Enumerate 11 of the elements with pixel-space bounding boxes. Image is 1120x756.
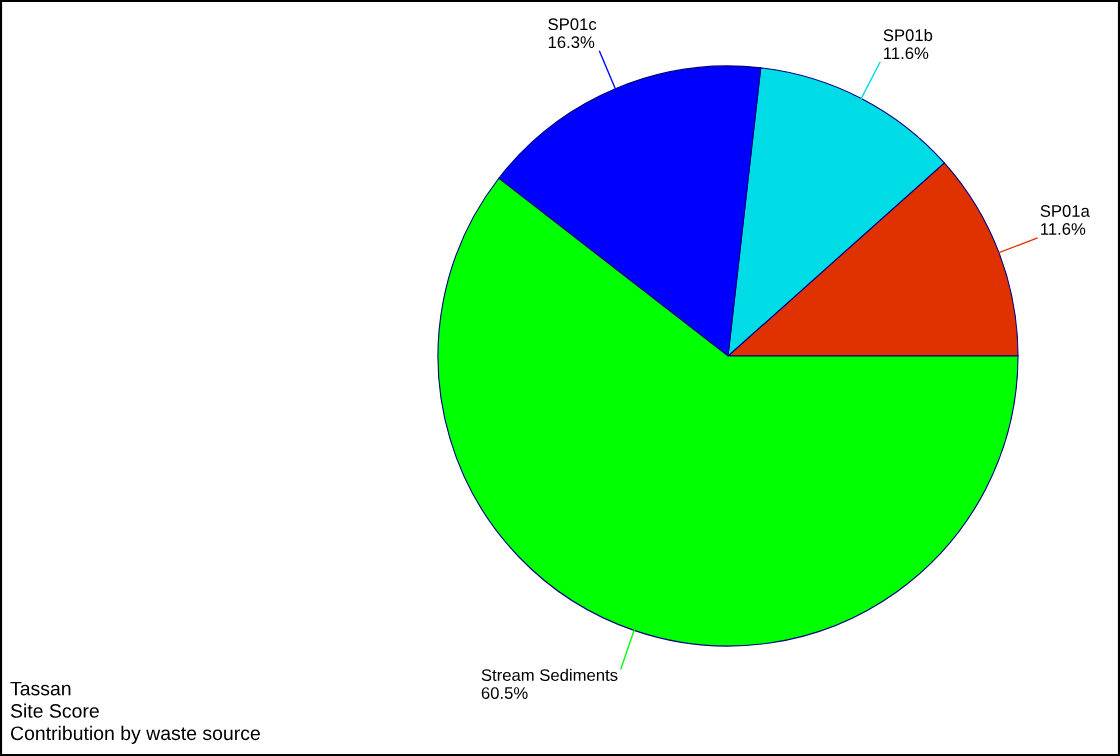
slice-label: SP01a	[1040, 205, 1090, 217]
text: Site Score	[10, 703, 99, 718]
data-label: 16.3%	[548, 36, 595, 49]
slice-label: Stream Sediments	[481, 668, 618, 682]
slice-label: SP01b	[883, 28, 933, 42]
data-label: 11.6%	[884, 47, 929, 60]
slice-label: SP01c	[548, 18, 597, 31]
data-label: 11.6%	[1041, 223, 1086, 235]
text: Contribution by waste source	[10, 725, 260, 744]
text: Tassan	[10, 681, 71, 696]
data-label: 60.5%	[481, 687, 528, 699]
